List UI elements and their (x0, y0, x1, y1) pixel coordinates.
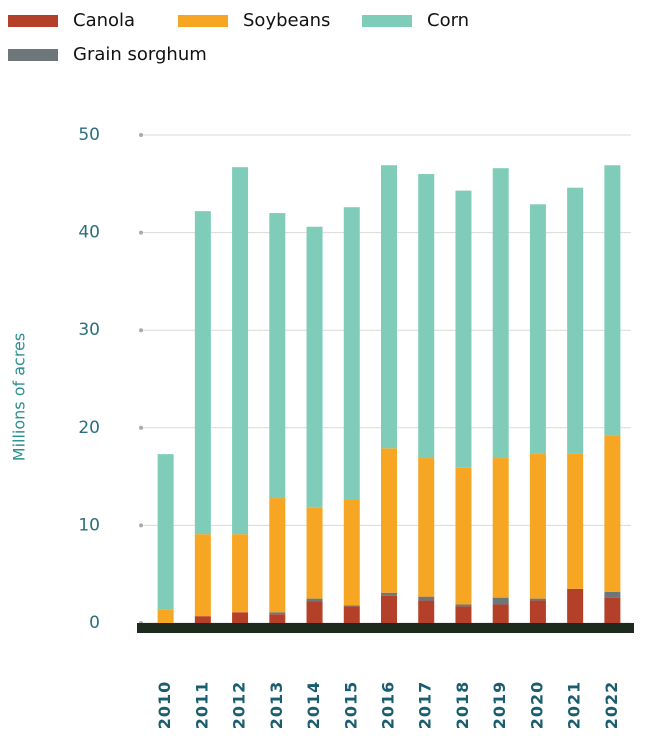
bar-segment (232, 167, 249, 535)
bar-segment (529, 204, 546, 454)
bar-segment (604, 591, 621, 598)
legend-swatch (8, 15, 58, 27)
bar-segment (455, 606, 472, 623)
bar-segment (567, 453, 584, 589)
bar-segment (232, 534, 249, 613)
y-tick-label: 0 (89, 613, 100, 633)
legend-swatch (178, 15, 228, 27)
x-tick-label: 2019 (490, 681, 509, 730)
x-tick-label: 2013 (267, 681, 286, 730)
bar-segment (418, 458, 435, 597)
bar-segment (157, 609, 174, 623)
y-tick-label: 30 (78, 320, 100, 340)
legend-label: Corn (427, 10, 469, 31)
bar-segment (269, 614, 286, 623)
bar-segment (343, 207, 360, 501)
bar-segment (343, 500, 360, 606)
bar-segment (567, 588, 584, 623)
bar-segment (306, 601, 323, 623)
y-tick-label: 40 (78, 223, 100, 243)
x-tick-label: 2014 (304, 681, 323, 730)
bar-segment (529, 453, 546, 599)
bar-segment (604, 435, 621, 592)
x-tick-label: 2021 (565, 681, 584, 730)
bar-segment (343, 605, 360, 607)
bar-segment (343, 606, 360, 623)
legend-swatch (362, 15, 412, 27)
bar-segment (418, 596, 435, 601)
x-tick-label: 2016 (379, 681, 398, 730)
x-tick-label: 2012 (230, 681, 249, 730)
tick-dot (139, 523, 143, 528)
bar-segment (269, 498, 286, 613)
bar-segment (306, 598, 323, 602)
tick-dot (139, 133, 143, 137)
bar-segment (306, 226, 323, 508)
bar-segment (381, 448, 397, 593)
bar-segment (269, 213, 286, 499)
bar-segment (269, 612, 286, 615)
bar-segment (455, 604, 472, 607)
x-tick-label: 2018 (453, 681, 472, 730)
bar-segment (604, 165, 621, 436)
bar-segment (455, 467, 472, 605)
bar-segment (492, 458, 509, 598)
x-tick-label: 2015 (341, 681, 360, 730)
bar-segment (381, 592, 397, 596)
bar-segment (492, 604, 509, 623)
bar-segment (567, 187, 584, 454)
tick-dot (139, 230, 143, 235)
bar-segment (492, 597, 509, 605)
bar-segment (455, 190, 472, 468)
bar-segment (232, 612, 249, 623)
y-tick-label: 20 (78, 418, 100, 438)
legend-label: Soybeans (243, 10, 330, 31)
y-tick-label: 50 (78, 125, 100, 145)
legend-label: Canola (73, 10, 135, 31)
bar-segment (194, 534, 211, 617)
bar-segment (529, 598, 546, 601)
bar-segment (418, 174, 435, 459)
bar-segment (194, 211, 211, 535)
y-tick-label: 10 (78, 515, 100, 535)
x-tick-label: 2010 (155, 681, 174, 730)
bar-segment (381, 595, 397, 623)
legend-label: Grain sorghum (73, 44, 207, 65)
x-tick-label: 2011 (192, 681, 211, 730)
bar-segment (529, 600, 546, 623)
tick-dot (139, 328, 143, 333)
bar-segment (157, 454, 174, 610)
bar-segment (306, 507, 323, 599)
x-tick-label: 2020 (527, 681, 546, 730)
y-axis-label: Millions of acres (10, 333, 29, 461)
x-tick-label: 2017 (416, 681, 435, 730)
x-tick-label: 2022 (602, 681, 621, 730)
legend-swatch (8, 49, 58, 61)
bar-segment (604, 597, 621, 623)
bar-segment (418, 600, 435, 623)
bar-segment (381, 165, 397, 449)
tick-dot (139, 425, 143, 430)
baseline (137, 623, 634, 633)
bar-segment (492, 168, 509, 459)
bar-segment (194, 616, 211, 623)
